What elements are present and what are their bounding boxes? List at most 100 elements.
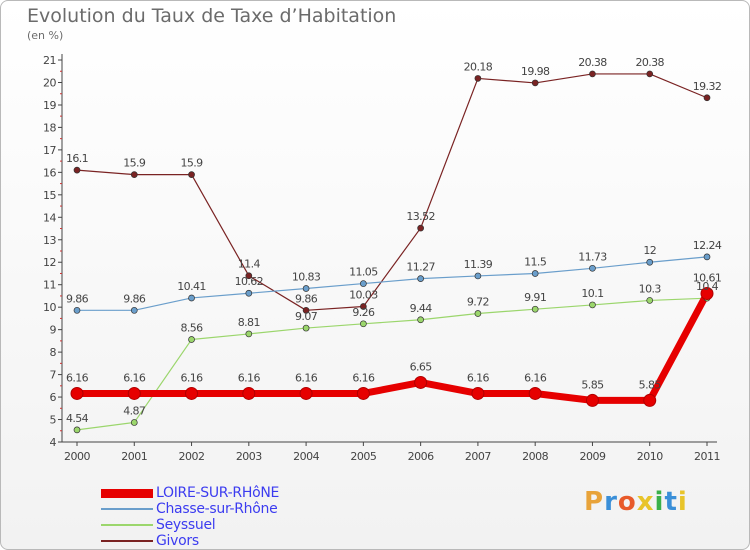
data-point	[185, 386, 199, 400]
logo-letter: i	[654, 487, 665, 517]
data-point	[646, 70, 654, 78]
data-point	[646, 297, 654, 304]
y-tick-label: 14	[43, 211, 56, 224]
chart-subtitle: (en %)	[27, 29, 64, 42]
data-label: 11.4	[238, 258, 261, 271]
data-point	[646, 258, 654, 266]
data-point	[531, 305, 539, 313]
data-label: 20.38	[578, 56, 607, 69]
data-label: 4.87	[123, 404, 146, 417]
data-point	[356, 386, 370, 400]
data-label: 10.4	[696, 280, 719, 293]
y-tick-label: 5	[50, 414, 57, 427]
legend-label-chasse: Chasse-sur-Rhône	[156, 501, 278, 517]
x-tick-label: 2009	[579, 450, 605, 463]
data-point	[127, 386, 141, 400]
y-tick-label: 8	[50, 346, 57, 359]
logo-letter: r	[604, 487, 618, 517]
x-tick-label: 2004	[293, 450, 319, 463]
data-label: 11.39	[464, 258, 493, 271]
data-label: 10.83	[292, 271, 321, 284]
data-label: 6.16	[66, 371, 89, 384]
data-point	[70, 386, 84, 400]
logo-letter: i	[677, 487, 688, 517]
data-point	[130, 419, 138, 426]
y-tick-label: 11	[43, 279, 56, 292]
data-label: 13.52	[406, 210, 435, 223]
proxiti-logo: Proxiti	[584, 487, 688, 517]
data-point	[474, 310, 482, 317]
data-point	[245, 330, 253, 338]
data-point	[417, 275, 424, 282]
data-point	[302, 285, 310, 292]
y-tick-label: 17	[43, 144, 56, 157]
data-label: 9.86	[66, 292, 89, 305]
data-label: 9.86	[123, 292, 146, 305]
y-tick-label: 6	[50, 391, 57, 404]
data-point	[130, 306, 138, 314]
data-point	[242, 386, 256, 400]
data-label: 20.18	[464, 60, 493, 73]
y-tick-label: 10	[43, 301, 56, 314]
legend-swatch-seyssuel	[101, 524, 153, 526]
series-lines	[73, 73, 711, 431]
logo-letter: o	[617, 487, 637, 517]
data-label: 12.24	[693, 239, 722, 252]
data-point	[531, 79, 539, 87]
x-tick-label: 2011	[694, 450, 720, 463]
y-tick-label: 21	[43, 54, 56, 67]
x-tick-label: 2003	[236, 450, 262, 463]
logo-letter: P	[584, 487, 605, 517]
data-label: 8.81	[238, 316, 260, 329]
data-point	[700, 286, 714, 300]
x-tick-label: 2010	[637, 450, 663, 463]
data-label: 5.85	[639, 378, 662, 391]
x-tick-label: 2007	[465, 450, 491, 463]
data-point	[360, 320, 367, 328]
y-tick-label: 20	[43, 76, 56, 89]
data-label: 10.03	[349, 289, 378, 302]
y-tick-label: 15	[43, 189, 56, 202]
legend-swatch-loire	[101, 488, 153, 498]
data-point	[703, 94, 711, 102]
data-point	[474, 75, 482, 82]
y-tick-label: 12	[43, 256, 56, 269]
data-point	[643, 393, 657, 407]
data-point	[188, 171, 195, 178]
data-label: 9.72	[467, 295, 489, 308]
data-label: 9.91	[524, 291, 546, 304]
data-point	[188, 336, 195, 343]
y-tick-label: 16	[43, 166, 56, 179]
data-label: 12	[643, 244, 656, 257]
data-label: 6.16	[180, 371, 203, 384]
data-point	[302, 324, 310, 332]
data-label: 6.16	[467, 371, 490, 384]
data-point	[414, 375, 428, 389]
data-point	[245, 289, 253, 297]
data-point	[528, 386, 542, 400]
data-label: 5.85	[581, 378, 604, 391]
data-label: 8.56	[180, 322, 203, 335]
data-label: 6.16	[295, 371, 318, 384]
data-label: 9.86	[295, 292, 318, 305]
data-point	[73, 166, 81, 174]
data-label: 11.73	[578, 250, 607, 263]
x-tick-label: 2002	[179, 450, 205, 463]
chart-title: Evolution du Taux de Taxe d’Habitation	[27, 5, 397, 27]
data-point	[589, 70, 596, 78]
y-tick-label: 18	[43, 121, 56, 134]
x-tick-label: 2000	[64, 450, 90, 463]
data-label: 11.5	[524, 255, 547, 268]
data-point	[130, 171, 138, 178]
data-label: 11.27	[406, 261, 435, 274]
series-line	[73, 289, 711, 404]
legend-swatch-givors	[101, 540, 153, 542]
y-tick-label: 7	[50, 369, 57, 382]
data-point	[703, 253, 711, 261]
data-label: 4.54	[66, 412, 89, 425]
y-tick-label: 19	[43, 99, 56, 112]
data-point	[417, 316, 424, 324]
data-label: 6.16	[238, 371, 261, 384]
